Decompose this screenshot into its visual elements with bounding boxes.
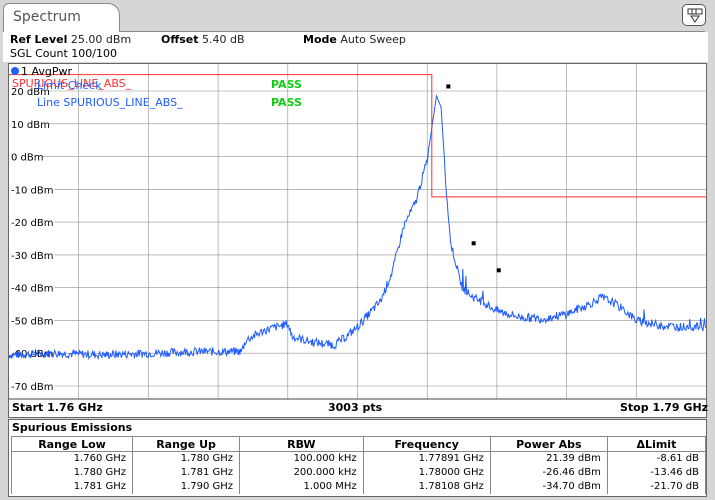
mode: Mode Auto Sweep xyxy=(303,33,406,46)
ref-level-label: Ref Level xyxy=(10,33,68,46)
marker-point xyxy=(496,268,501,273)
cell-frequency: 1.78000 GHz xyxy=(362,465,491,480)
offset-value: 5.40 dB xyxy=(202,33,245,46)
cell-range-low: 1.780 GHz xyxy=(10,465,134,480)
sgl-count: SGL Count 100/100 xyxy=(10,47,117,60)
col-delta-limit: ΔLimit xyxy=(606,436,707,452)
spurious-emissions-table: Spurious Emissions Range Low Range Up RB… xyxy=(8,419,707,497)
cell-delta-limit: -8.61 dB xyxy=(606,451,707,466)
y-tick-label-bg xyxy=(9,314,55,327)
col-rbw: RBW xyxy=(239,436,364,452)
col-power-abs: Power Abs xyxy=(489,436,608,452)
y-tick-label-bg xyxy=(9,85,49,97)
y-axis-ticks: 20 dBm 10 dBm 0 dBm -10 dBm -20 dBm -30 dBm -4… xyxy=(9,85,55,393)
cell-frequency: 1.77891 GHz xyxy=(362,451,491,466)
mode-label: Mode xyxy=(303,33,337,46)
offset-label: Offset xyxy=(161,33,199,46)
marker-point xyxy=(446,84,451,89)
y-tick-label-bg xyxy=(9,281,55,294)
cell-frequency: 1.78108 GHz xyxy=(362,479,491,494)
menu-dropdown-button[interactable] xyxy=(682,4,706,26)
table-row[interactable]: 1.781 GHz 1.790 GHz 1.000 MHz 1.78108 GH… xyxy=(10,479,707,494)
limit-check-result: PASS xyxy=(271,78,302,91)
col-frequency: Frequency xyxy=(362,436,491,452)
y-tick-label: -10 dBm xyxy=(11,185,53,196)
y-tick-label: -30 dBm xyxy=(11,251,53,262)
ref-level-value: 25.00 dBm xyxy=(70,33,132,46)
cell-power-abs: 21.39 dBm xyxy=(489,451,608,466)
spectrum-plot: 20 dBm 10 dBm 0 dBm -10 dBm -20 dBm -30 dBm -4… xyxy=(9,64,706,400)
cell-power-abs: -34.70 dBm xyxy=(489,479,608,494)
cell-range-up: 1.781 GHz xyxy=(132,465,241,480)
table-title: Spurious Emissions xyxy=(12,421,133,434)
limit-line-name: SPURIOUS_LINE_ABS_ xyxy=(12,77,132,90)
stop-frequency: Stop 1.79 GHz xyxy=(620,401,709,414)
y-tick-label: -40 dBm xyxy=(11,284,53,295)
tab-label: Spectrum xyxy=(13,9,81,25)
col-range-up: Range Up xyxy=(132,436,241,452)
table-row[interactable]: 1.760 GHz 1.780 GHz 100.000 kHz 1.77891 … xyxy=(10,451,707,466)
marker-point xyxy=(471,241,476,246)
y-tick-label: -50 dBm xyxy=(11,316,53,327)
limit-line xyxy=(9,74,706,198)
y-tick-label: 10 dBm xyxy=(11,120,50,131)
y-tick-label: -60 dBm xyxy=(11,349,53,360)
measurement-header: Ref Level 25.00 dBm Offset 5.40 dB Mode … xyxy=(3,32,708,62)
trace-legend: 1 AvgPwr xyxy=(11,65,72,78)
points-count: 3003 pts xyxy=(328,401,383,414)
ref-level: Ref Level 25.00 dBm xyxy=(10,33,131,46)
y-tick-label-bg xyxy=(9,183,55,196)
y-tick-label-bg xyxy=(9,248,55,261)
limit-check-label: Limit Check xyxy=(37,79,102,92)
cell-power-abs: -26.46 dBm xyxy=(489,465,608,480)
markers xyxy=(446,84,501,273)
cell-range-up: 1.780 GHz xyxy=(132,451,241,466)
y-tick-label-bg xyxy=(9,216,55,229)
y-tick-label-bg xyxy=(9,150,42,163)
trace-1-avgpwr xyxy=(9,94,706,361)
start-frequency: Start 1.76 GHz xyxy=(12,401,103,414)
cell-rbw: 100.000 kHz xyxy=(239,451,364,466)
line-result: PASS xyxy=(271,96,302,109)
offset: Offset 5.40 dB xyxy=(161,33,245,46)
table-dropdown-icon xyxy=(687,8,703,23)
cell-delta-limit: -21.70 dB xyxy=(606,479,707,494)
y-tick-label: -70 dBm xyxy=(11,382,53,393)
y-tick-label: 20 dBm xyxy=(11,87,50,98)
spectrum-diagram[interactable]: 20 dBm 10 dBm 0 dBm -10 dBm -20 dBm -30 dBm -4… xyxy=(8,63,707,418)
cell-rbw: 1.000 MHz xyxy=(239,479,364,494)
y-tick-label-bg xyxy=(9,380,55,392)
line-label: Line SPURIOUS_LINE_ABS_ xyxy=(37,96,183,109)
y-tick-label-bg xyxy=(9,117,49,130)
cell-rbw: 200.000 kHz xyxy=(239,465,364,480)
grid xyxy=(9,64,706,400)
tab-spectrum[interactable]: Spectrum xyxy=(3,3,120,32)
trace-indicator-icon xyxy=(11,67,19,75)
cell-range-up: 1.790 GHz xyxy=(132,479,241,494)
col-range-low: Range Low xyxy=(10,436,134,452)
cell-range-low: 1.781 GHz xyxy=(10,479,134,494)
mode-value: Auto Sweep xyxy=(340,33,406,46)
y-tick-label: 0 dBm xyxy=(11,153,44,164)
table-row[interactable]: 1.780 GHz 1.781 GHz 200.000 kHz 1.78000 … xyxy=(10,465,707,480)
y-tick-label: -20 dBm xyxy=(11,218,53,229)
cell-range-low: 1.760 GHz xyxy=(10,451,134,466)
trace-label: 1 AvgPwr xyxy=(21,65,72,78)
cell-delta-limit: -13.46 dB xyxy=(606,465,707,480)
tab-divider xyxy=(120,31,705,32)
